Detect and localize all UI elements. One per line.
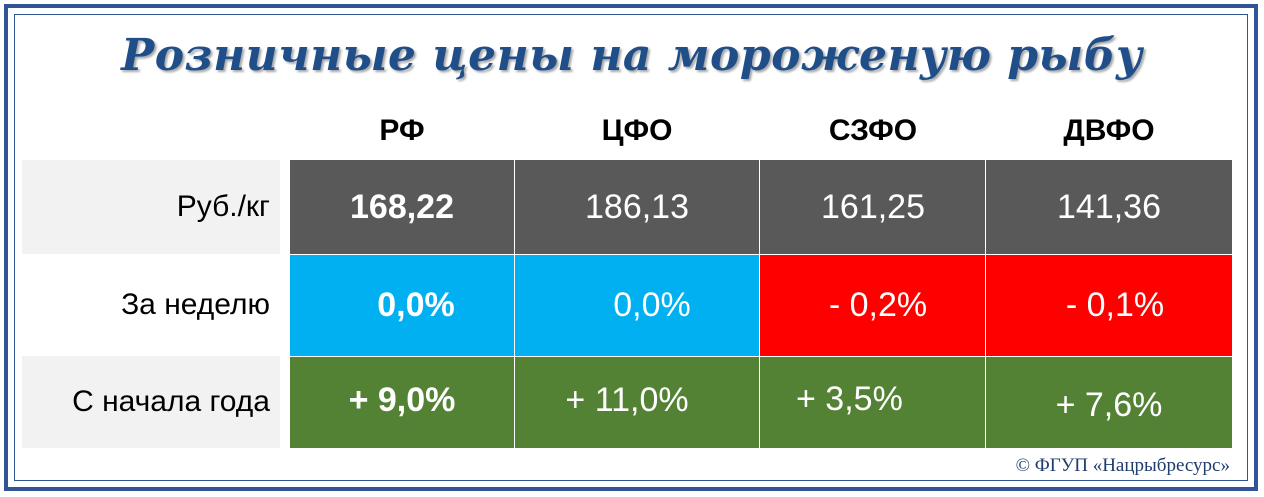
grid-line-vertical-3 — [985, 160, 986, 448]
grid-line-horizontal-2 — [290, 356, 1232, 357]
row-label-price: Руб./кг — [22, 160, 280, 254]
table-cell-week-dvfo: - 0,1% — [986, 254, 1232, 356]
table-cell-week-cfo: 0,0% — [514, 254, 760, 356]
column-header-cfo: ЦФО — [601, 114, 673, 147]
column-header-szfo: СЗФО — [828, 114, 918, 147]
table-cell-price-rf: 168,22 — [290, 160, 514, 254]
grid-line-vertical-1 — [514, 160, 515, 448]
table-cell-year-szfo: + 3,5% — [760, 356, 986, 448]
chart-title: Розничные цены на мороженую рыбу — [121, 30, 1143, 81]
table-cell-price-cfo: 186,13 — [514, 160, 760, 254]
column-header-dvfo: ДВФО — [1063, 114, 1155, 147]
table-cell-year-rf: + 9,0% — [290, 356, 514, 448]
copyright-text: © ФГУП «Нацрыбресурс» — [1015, 455, 1230, 476]
table-cell-week-rf: 0,0% — [290, 254, 514, 356]
row-label-year: С начала года — [22, 356, 280, 448]
inner-frame — [14, 14, 1248, 481]
table-cell-price-szfo: 161,25 — [760, 160, 986, 254]
grid-line-vertical-2 — [759, 160, 760, 448]
table-cell-year-dvfo: + 7,6% — [986, 356, 1232, 448]
table-cell-year-cfo: + 11,0% — [514, 356, 760, 448]
grid-line-horizontal-1 — [290, 254, 1232, 255]
column-header-rf: РФ — [379, 114, 425, 147]
table-cell-week-szfo: - 0,2% — [760, 254, 986, 356]
row-label-week: За неделю — [22, 254, 280, 356]
table-cell-price-dvfo: 141,36 — [986, 160, 1232, 254]
